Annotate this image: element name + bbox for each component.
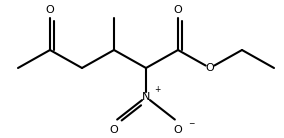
Text: −: − bbox=[188, 120, 194, 128]
Text: O: O bbox=[46, 5, 54, 15]
Text: O: O bbox=[206, 63, 214, 73]
Text: N: N bbox=[142, 92, 150, 102]
Text: O: O bbox=[110, 125, 118, 135]
Text: O: O bbox=[174, 5, 182, 15]
Text: +: + bbox=[154, 84, 160, 94]
Text: O: O bbox=[174, 125, 182, 135]
